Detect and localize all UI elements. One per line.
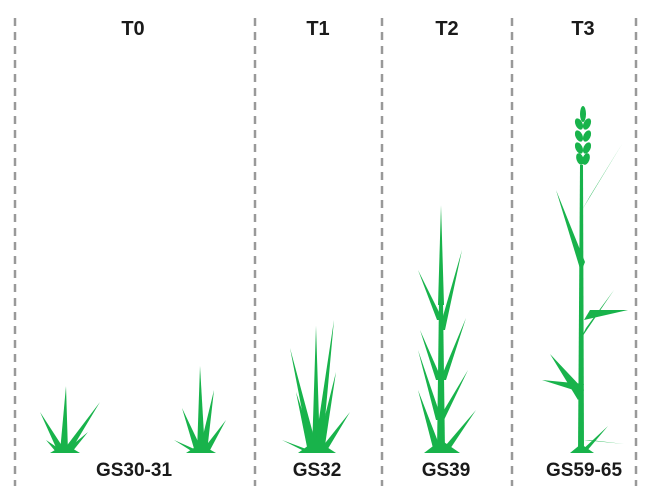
- timing-label-t0: T0: [121, 18, 145, 40]
- growth-stage-t2: GS39: [421, 460, 471, 481]
- growth-stage-t1: GS32: [292, 460, 342, 481]
- plant-gs30-b: [174, 366, 226, 453]
- plant-gs39: [418, 205, 476, 453]
- growth-stage-t0: GS30-31: [95, 460, 173, 481]
- plant-gs59-65: [542, 106, 628, 453]
- plant-gs30-a: [40, 386, 100, 453]
- plant-gs32: [282, 320, 350, 453]
- growth-stage-t3: GS59-65: [545, 460, 623, 481]
- timing-label-t2: T2: [435, 18, 459, 40]
- timing-label-t3: T3: [571, 18, 595, 40]
- timing-label-t1: T1: [306, 18, 330, 40]
